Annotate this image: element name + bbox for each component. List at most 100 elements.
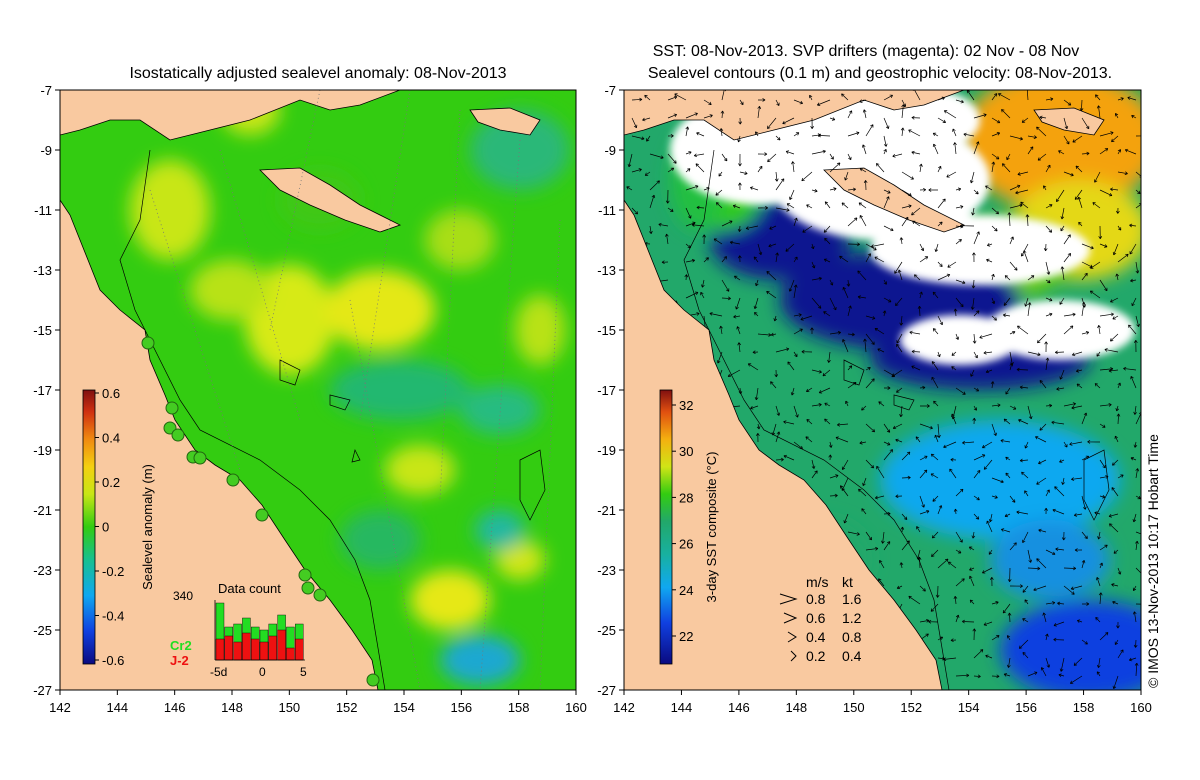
velocity-arrow <box>775 178 785 191</box>
velocity-arrow <box>919 495 925 508</box>
velocity-arrow <box>789 189 795 200</box>
velocity-arrow <box>667 113 678 119</box>
velocity-arrow <box>865 459 875 469</box>
velocity-arrow <box>1131 115 1137 119</box>
velocity-arrow <box>883 449 893 461</box>
velocity-arrow <box>1060 225 1065 232</box>
velocity-arrow <box>883 511 891 516</box>
left-y-tick-label: -25 <box>33 623 52 638</box>
velocity-arrow <box>1027 405 1033 420</box>
velocity-arrow <box>729 240 741 245</box>
velocity-arrow <box>991 635 1000 641</box>
velocity-arrow <box>1045 204 1053 209</box>
velocity-arrow <box>1025 214 1030 227</box>
velocity-arrow <box>891 369 903 378</box>
velocity-arrow <box>1129 243 1137 255</box>
velocity-arrow <box>1110 187 1119 192</box>
velocity-arrow <box>1081 331 1090 335</box>
velocity-arrow <box>1108 368 1119 373</box>
velocity-arrow <box>626 186 633 191</box>
velocity-arrow <box>1036 558 1047 569</box>
velocity-arrow <box>841 93 849 101</box>
velocity-arrow <box>901 104 906 119</box>
velocity-arrow <box>1033 585 1047 592</box>
velocity-arrow <box>824 418 831 425</box>
velocity-arrow <box>735 297 741 310</box>
velocity-arrow <box>1037 333 1047 344</box>
velocity-arrow <box>911 115 921 120</box>
velocity-arrow <box>1027 566 1041 571</box>
velocity-arrow <box>1108 513 1119 518</box>
velocity-legend-kt: 0.8 <box>842 629 862 645</box>
velocity-arrow <box>968 546 975 551</box>
velocity-legend-kt: 1.6 <box>842 591 862 607</box>
velocity-arrow <box>991 477 1004 484</box>
velocity-arrow <box>843 513 849 524</box>
velocity-arrow <box>774 369 779 378</box>
right-y-tick-label: -15 <box>597 323 616 338</box>
velocity-arrow <box>991 153 1000 160</box>
velocity-arrow <box>1081 602 1090 606</box>
velocity-arrow <box>1020 201 1029 209</box>
velocity-arrow <box>943 110 957 119</box>
velocity-arrow <box>752 350 759 355</box>
velocity-arrow <box>1063 402 1076 407</box>
velocity-arrow <box>1099 562 1103 569</box>
velocity-arrow <box>859 168 867 173</box>
velocity-arrow <box>901 216 909 227</box>
velocity-arrow <box>1044 341 1048 353</box>
sst-colorbar-tick-label: 32 <box>679 398 693 413</box>
velocity-arrow <box>1089 290 1101 299</box>
velocity-arrow <box>747 363 759 371</box>
velocity-arrow <box>684 274 689 281</box>
left-y-tick-label: -9 <box>40 143 52 158</box>
velocity-arrow <box>745 225 759 230</box>
velocity-arrow <box>738 387 743 395</box>
velocity-arrow <box>1114 639 1119 645</box>
velocity-legend-kt: 0.4 <box>842 648 862 664</box>
velocity-arrow <box>1045 164 1051 173</box>
velocity-arrow <box>1078 221 1083 227</box>
velocity-arrow <box>919 469 928 479</box>
velocity-arrow <box>719 325 723 335</box>
velocity-arrow <box>1024 599 1029 605</box>
velocity-arrow <box>1096 351 1101 357</box>
right-y-tick-label: -23 <box>597 563 616 578</box>
velocity-arrow <box>861 405 867 411</box>
velocity-arrow <box>883 297 892 303</box>
inset-bar-j2 <box>268 635 277 661</box>
velocity-arrow <box>1016 510 1029 515</box>
left-x-axis: 142 144 146 148 150 152 154 156 158 160 <box>49 690 587 715</box>
velocity-arrow <box>685 126 690 137</box>
velocity-arrow <box>755 433 760 443</box>
velocity-arrow <box>738 182 742 191</box>
velocity-arrow <box>1018 639 1029 649</box>
right-y-axis: -7 -9 -11 -13 -15 -17 -19 -21 -23 -25 -27 <box>597 83 624 698</box>
velocity-arrow <box>757 205 768 210</box>
velocity-arrow <box>1112 243 1119 256</box>
velocity-arrow <box>801 171 813 182</box>
velocity-arrow <box>1035 436 1047 443</box>
velocity-arrow <box>713 238 723 245</box>
velocity-arrow <box>841 202 849 209</box>
inset-bar-j2 <box>286 647 295 661</box>
velocity-arrow <box>991 315 997 321</box>
velocity-arrow <box>737 135 741 143</box>
velocity-arrow <box>985 369 993 374</box>
sst-reef-islets <box>843 359 1110 521</box>
velocity-arrow <box>649 194 656 209</box>
left-panel-title: Isostatically adjusted sealevel anomaly:… <box>129 65 506 82</box>
velocity-arrow <box>1075 165 1083 173</box>
velocity-arrow <box>932 143 939 155</box>
velocity-arrow <box>1007 612 1012 623</box>
velocity-arrow <box>896 387 903 393</box>
velocity-arrow <box>1073 657 1083 666</box>
right-x-tick-label: 158 <box>1073 700 1095 715</box>
velocity-arrow <box>1037 153 1047 161</box>
velocity-arrow <box>775 457 784 462</box>
velocity-arrow <box>754 312 759 317</box>
velocity-arrow <box>757 165 763 173</box>
velocity-arrow <box>767 153 777 163</box>
velocity-arrow <box>1099 367 1114 371</box>
velocity-legend-arrow <box>779 593 798 605</box>
